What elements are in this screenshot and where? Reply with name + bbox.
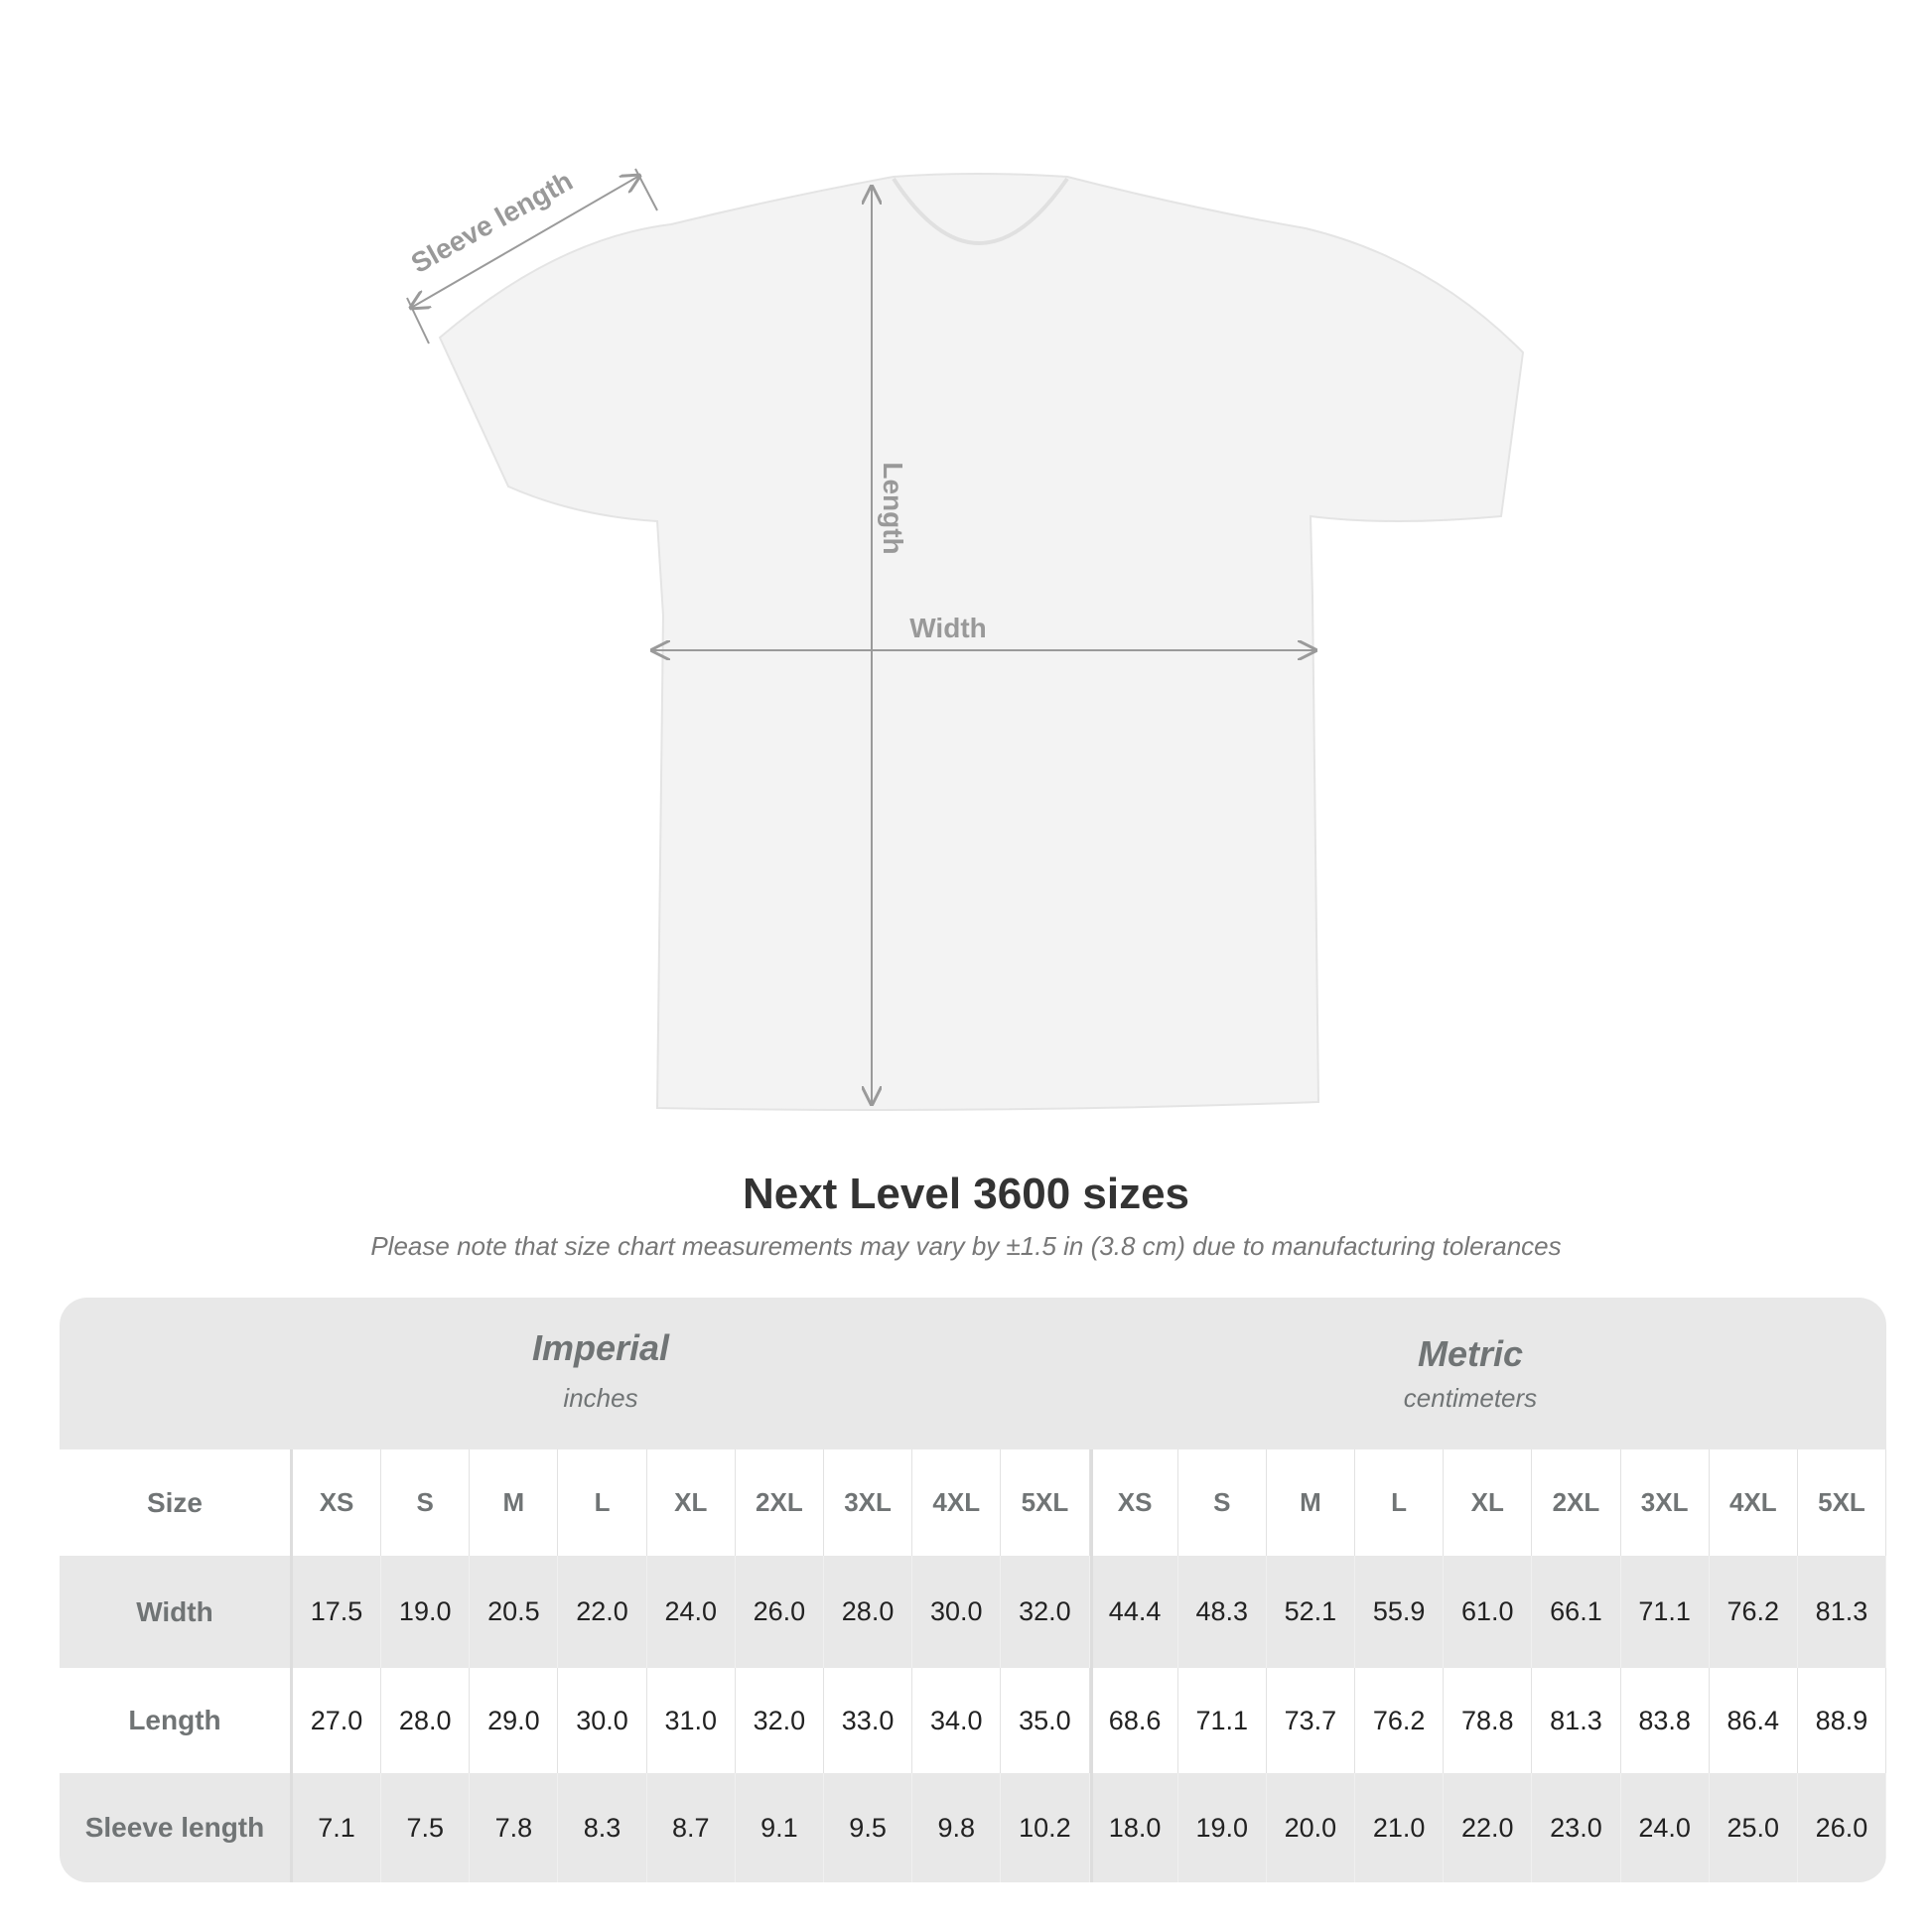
imperial-cell: M [470, 1449, 559, 1556]
metric-cell: 71.1 [1178, 1668, 1267, 1773]
length-label: Length [878, 462, 908, 554]
metric-unit: centimeters [1403, 1383, 1538, 1413]
metric-cell: 52.1 [1267, 1556, 1356, 1668]
metric-title: Metric [1417, 1333, 1524, 1374]
imperial-cell: 7.1 [293, 1773, 382, 1882]
imperial-cell: L [558, 1449, 647, 1556]
imperial-cell: 34.0 [912, 1668, 1002, 1773]
imperial-cell: 17.5 [293, 1556, 382, 1668]
metric-cell: 76.2 [1355, 1668, 1445, 1773]
metric-cell: 23.0 [1532, 1773, 1621, 1882]
imperial-cell: 33.0 [824, 1668, 913, 1773]
row-label: Size [60, 1449, 293, 1556]
imperial-cell: 5XL [1001, 1449, 1090, 1556]
metric-cell: 22.0 [1444, 1773, 1533, 1882]
imperial-cell: 24.0 [647, 1556, 736, 1668]
metric-cell: 68.6 [1089, 1668, 1178, 1773]
metric-group: Metric centimeters [1320, 1333, 1620, 1414]
metric-cell: 66.1 [1532, 1556, 1621, 1668]
imperial-cell: 30.0 [912, 1556, 1002, 1668]
metric-cell: 3XL [1621, 1449, 1710, 1556]
metric-cell: 26.0 [1798, 1773, 1886, 1882]
imperial-cell: S [381, 1449, 471, 1556]
metric-cell: M [1267, 1449, 1356, 1556]
metric-cell: 73.7 [1267, 1668, 1356, 1773]
metric-cell: 24.0 [1621, 1773, 1710, 1882]
width-row: Width 17.5 19.0 20.5 22.0 24.0 26.0 28.0 30.0 32.… [60, 1556, 1886, 1668]
imperial-cell: 20.5 [470, 1556, 559, 1668]
metric-cell: S [1178, 1449, 1267, 1556]
metric-cell: 2XL [1532, 1449, 1621, 1556]
width-label: Width [909, 613, 987, 643]
sleeve-length-row: Sleeve length 7.1 7.5 7.8 8.3 8.7 9.1 9.5 9.8 10.… [60, 1773, 1886, 1882]
imperial-cell: 28.0 [824, 1556, 913, 1668]
metric-cell: 86.4 [1710, 1668, 1798, 1773]
imperial-cell: 9.8 [912, 1773, 1002, 1882]
imperial-cell: 28.0 [381, 1668, 471, 1773]
imperial-cell: 31.0 [647, 1668, 736, 1773]
imperial-cell: 9.5 [824, 1773, 913, 1882]
imperial-cell: 26.0 [736, 1556, 824, 1668]
metric-cell: 18.0 [1089, 1773, 1178, 1882]
imperial-cell: 3XL [824, 1449, 913, 1556]
imperial-title: Imperial [531, 1327, 670, 1368]
metric-cell: 5XL [1798, 1449, 1886, 1556]
imperial-cell: 8.7 [647, 1773, 736, 1882]
imperial-group: Imperial inches [477, 1327, 725, 1414]
imperial-cell: 22.0 [558, 1556, 647, 1668]
page-title: Next Level 3600 sizes [742, 1170, 1190, 1218]
metric-cell: 21.0 [1355, 1773, 1445, 1882]
metric-cell: 81.3 [1798, 1556, 1886, 1668]
metric-cell: 55.9 [1355, 1556, 1445, 1668]
metric-cell: XL [1444, 1449, 1533, 1556]
metric-cell: 48.3 [1178, 1556, 1267, 1668]
imperial-cell: 4XL [912, 1449, 1002, 1556]
metric-cell: 71.1 [1621, 1556, 1710, 1668]
table-header: Imperial inches Metric centimeters [60, 1298, 1886, 1449]
imperial-cell: 8.3 [558, 1773, 647, 1882]
metric-cell: 88.9 [1798, 1668, 1886, 1773]
size-row: Size XS S M L XL 2XL 3XL 4XL 5XL XS S M L XL 2XL 3XL 4XL 5… [60, 1449, 1886, 1556]
metric-cell: 19.0 [1178, 1773, 1267, 1882]
metric-cell: 78.8 [1444, 1668, 1533, 1773]
imperial-cell: 7.5 [381, 1773, 471, 1882]
imperial-unit: inches [563, 1383, 638, 1413]
imperial-cell: 27.0 [293, 1668, 382, 1773]
imperial-cell: 2XL [736, 1449, 824, 1556]
metric-cell: XS [1089, 1449, 1178, 1556]
imperial-cell: 32.0 [736, 1668, 824, 1773]
metric-cell: 76.2 [1710, 1556, 1798, 1668]
metric-cell: 83.8 [1621, 1668, 1710, 1773]
metric-cell: L [1355, 1449, 1445, 1556]
row-label: Sleeve length [60, 1773, 293, 1882]
imperial-cell: XL [647, 1449, 736, 1556]
metric-cell: 44.4 [1089, 1556, 1178, 1668]
imperial-cell: 7.8 [470, 1773, 559, 1882]
imperial-cell: 29.0 [470, 1668, 559, 1773]
size-table: Imperial inches Metric centimeters Size X… [60, 1298, 1886, 1882]
metric-cell: 4XL [1710, 1449, 1798, 1556]
tolerance-note: Please note that size chart measurements… [370, 1231, 1562, 1261]
metric-cell: 81.3 [1532, 1668, 1621, 1773]
row-label: Width [60, 1556, 293, 1668]
length-row: Length 27.0 28.0 29.0 30.0 31.0 32.0 33.0 34.0 35… [60, 1668, 1886, 1773]
imperial-cell: XS [293, 1449, 382, 1556]
collar [892, 177, 1069, 245]
metric-cell: 25.0 [1710, 1773, 1798, 1882]
imperial-cell: 30.0 [558, 1668, 647, 1773]
metric-cell: 61.0 [1444, 1556, 1533, 1668]
imperial-cell: 32.0 [1001, 1556, 1090, 1668]
sleeve-arrow [411, 176, 639, 308]
imperial-cell: 35.0 [1001, 1668, 1090, 1773]
row-label: Length [60, 1668, 293, 1773]
imperial-cell: 19.0 [381, 1556, 471, 1668]
tshirt-diagram: Sleeve length Length Width [406, 165, 1525, 1111]
metric-cell: 20.0 [1267, 1773, 1356, 1882]
imperial-cell: 10.2 [1001, 1773, 1090, 1882]
imperial-cell: 9.1 [736, 1773, 824, 1882]
